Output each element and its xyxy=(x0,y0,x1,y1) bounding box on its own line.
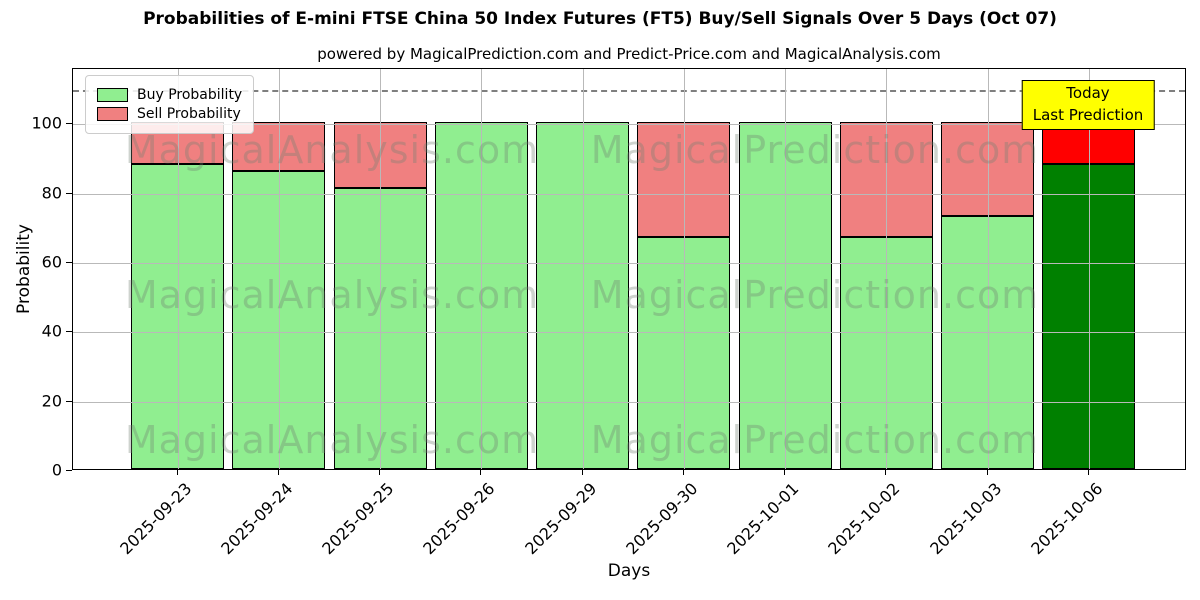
x-tick-mark xyxy=(277,470,279,475)
x-tick-mark xyxy=(1087,470,1089,475)
y-tick-label: 0 xyxy=(51,460,62,480)
x-tick-mark xyxy=(581,470,583,475)
buy-probability-swatch xyxy=(97,88,128,102)
gridline-vertical xyxy=(582,69,584,469)
x-tick-mark xyxy=(480,470,482,475)
legend-item-buy: Buy Probability xyxy=(97,87,242,103)
x-tick-mark xyxy=(176,470,178,475)
gridline-vertical xyxy=(987,69,989,469)
gridline-vertical xyxy=(278,69,280,469)
threshold-line xyxy=(73,89,1185,92)
y-tick-mark xyxy=(66,331,72,333)
gridline-horizontal xyxy=(73,124,1185,126)
legend-label-sell: Sell Probability xyxy=(137,106,241,122)
x-tick-mark xyxy=(885,470,887,475)
watermark-text: MagicalPrediction.com xyxy=(590,418,1040,462)
y-tick-mark xyxy=(66,262,72,264)
x-tick-label: 2025-09-29 xyxy=(520,479,601,559)
gridline-vertical xyxy=(481,69,483,469)
today-annotation-line2: Last Prediction xyxy=(1032,105,1144,124)
chart-title: Probabilities of E-mini FTSE China 50 In… xyxy=(143,9,1057,29)
y-tick-mark xyxy=(66,470,72,471)
today-annotation: Today Last Prediction xyxy=(1021,80,1155,130)
x-tick-label: 2025-09-26 xyxy=(419,479,499,559)
x-tick-label: 2025-09-25 xyxy=(318,479,398,559)
legend-item-sell: Sell Probability xyxy=(97,106,242,122)
x-tick-mark xyxy=(379,470,381,475)
x-tick-mark xyxy=(986,470,988,475)
x-tick-label: 2025-09-24 xyxy=(217,479,297,559)
gridline-horizontal xyxy=(73,332,1185,334)
y-tick-label: 20 xyxy=(41,391,62,411)
watermark-text: MagicalPrediction.com xyxy=(590,273,1040,317)
x-tick-label: 2025-10-03 xyxy=(925,479,1006,559)
legend-label-buy: Buy Probability xyxy=(137,87,243,103)
y-tick-mark xyxy=(66,192,72,194)
x-tick-mark xyxy=(784,470,786,475)
gridline-horizontal xyxy=(73,401,1185,403)
gridline-vertical xyxy=(177,69,179,469)
x-axis-label: Days xyxy=(607,561,651,581)
y-tick-label: 100 xyxy=(31,113,62,133)
y-tick-mark xyxy=(66,400,72,402)
today-annotation-line1: Today xyxy=(1066,84,1110,102)
watermark-text: MagicalAnalysis.com xyxy=(124,418,540,462)
y-tick-label: 60 xyxy=(41,252,62,272)
gridline-vertical xyxy=(380,69,382,469)
plot-area: Buy Probability Sell Probability xyxy=(72,68,1186,470)
sell-probability-swatch xyxy=(97,107,128,121)
x-tick-label: 2025-09-30 xyxy=(622,479,702,559)
watermark-text: MagicalPrediction.com xyxy=(590,128,1040,172)
gridline-vertical xyxy=(785,69,787,469)
gridline-vertical xyxy=(886,69,888,469)
y-axis-label: Probability xyxy=(14,224,34,314)
watermark-text: MagicalAnalysis.com xyxy=(124,273,540,317)
x-tick-label: 2025-10-06 xyxy=(1027,479,1107,559)
y-tick-mark xyxy=(66,123,72,125)
chart-subtitle: powered by MagicalPrediction.com and Pre… xyxy=(317,45,941,63)
gridline-horizontal xyxy=(73,263,1185,265)
y-tick-label: 80 xyxy=(41,183,62,203)
x-tick-label: 2025-10-01 xyxy=(723,479,803,559)
x-tick-label: 2025-09-23 xyxy=(115,479,196,559)
watermark-text: MagicalAnalysis.com xyxy=(124,128,540,172)
x-tick-label: 2025-10-02 xyxy=(824,479,904,559)
y-tick-label: 40 xyxy=(41,321,62,341)
x-tick-mark xyxy=(682,470,684,475)
gridline-vertical xyxy=(1088,69,1090,469)
gridline-horizontal xyxy=(73,193,1185,195)
legend: Buy Probability Sell Probability xyxy=(85,75,255,134)
gridline-vertical xyxy=(683,69,685,469)
